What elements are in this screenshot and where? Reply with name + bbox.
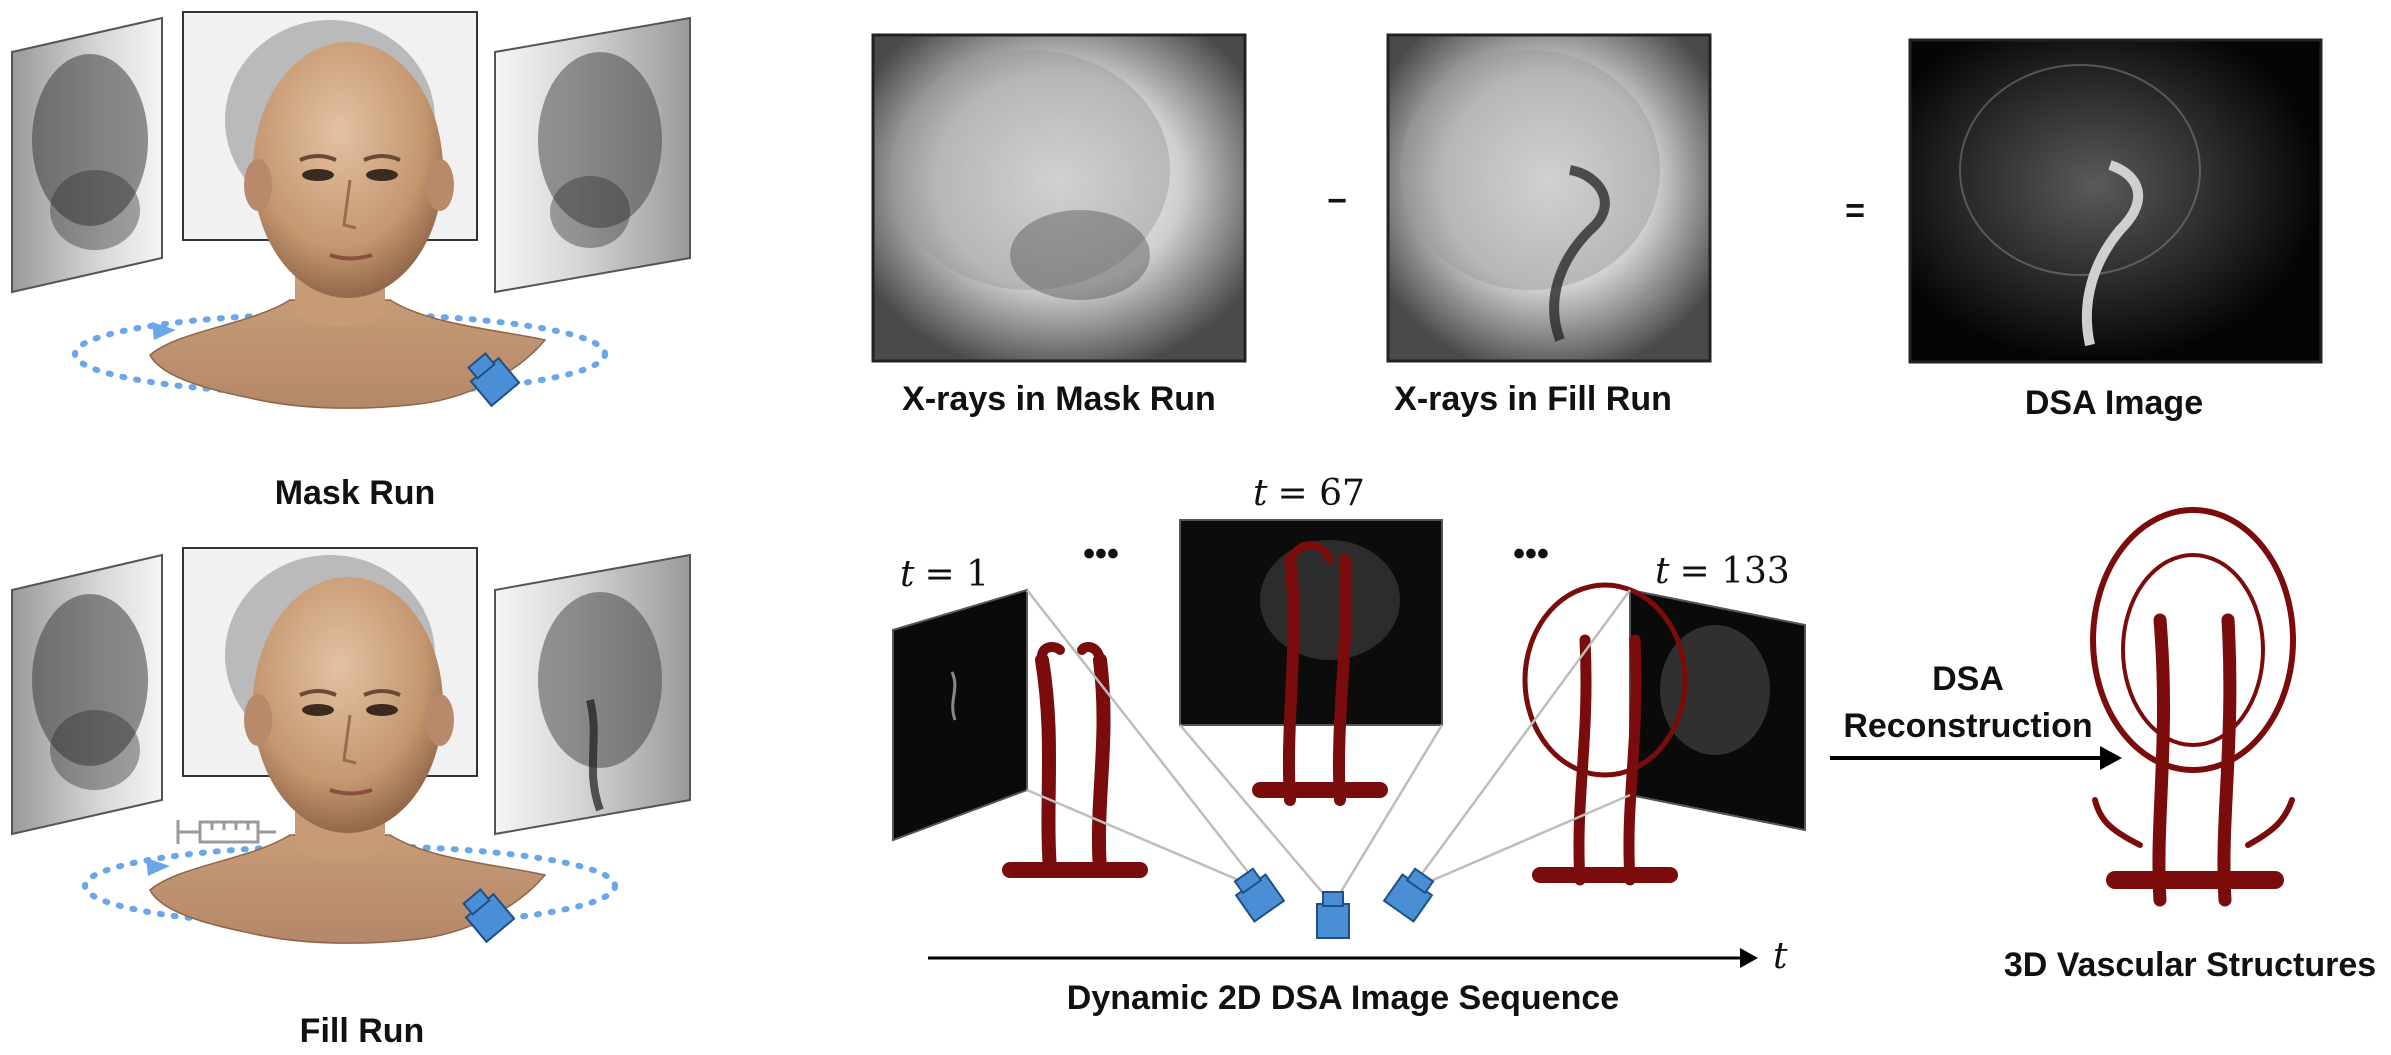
ellipsis-1: ••• [1083,535,1119,573]
ellipsis-2: ••• [1513,535,1549,573]
dsa-reconstruction-label-1: DSA [1932,660,2004,698]
vascular-structure-3d [2090,507,2296,907]
sequence-group: ••• ••• [892,473,1806,1017]
fill-orbit-path [82,843,618,929]
projection-lines [1026,589,1632,906]
frame-t133-vessels [1522,582,1688,886]
sequence-camera-icon-2 [1316,891,1350,939]
fill-right-xray [494,553,691,836]
syringe-icon [176,820,276,844]
minus-sign: − [1327,182,1347,220]
fill-run-label: Fill Run [300,1012,425,1050]
xray-fill-label: X-rays in Fill Run [1394,380,1672,418]
mask-orbit-path [72,311,608,397]
fill-orbit-arrow-icon [146,858,170,876]
arrow-right-icon [2100,746,2122,770]
frame-t67-label: t = 67 [1253,473,1365,514]
mask-run-label: Mask Run [275,474,436,512]
fill-c-arm-camera-icon [462,888,516,944]
dsa-image-label: DSA Image [2025,384,2203,422]
sequence-camera-icon-1 [1233,867,1286,923]
frame-t67-panel [1179,519,1443,726]
time-axis-arrow-icon [1740,948,1758,968]
mask-orbit-arrow-icon [152,322,176,340]
mask-head [244,42,454,298]
frame-t1-panel [892,588,1028,842]
xray-mask-panel [871,33,1247,363]
equals-sign: = [1845,192,1865,230]
dsa-reconstruction-label-2: Reconstruction [1843,707,2092,745]
fill-left-xray [11,553,163,836]
frame-t67-vessels [1252,541,1388,806]
fill-head [244,577,454,833]
mask-c-arm-camera-icon [467,352,521,408]
mask-right-xray [494,16,691,294]
mask-left-xray [11,16,163,294]
frame-t1-label: t = 1 [900,554,989,595]
xray-mask-label: X-rays in Mask Run [902,380,1216,418]
dsa-image-panel [1908,38,2323,364]
fill-run-group: Fill Run [11,547,691,1050]
time-axis-label: t [1773,936,1788,977]
sequence-label: Dynamic 2D DSA Image Sequence [1067,979,1619,1017]
frame-t133-label: t = 133 [1655,551,1790,592]
xray-fill-panel [1386,33,1712,363]
frame-t1-vessels [1002,642,1148,878]
frame-t133-panel [1629,588,1806,832]
vascular-label: 3D Vascular Structures [2004,946,2376,984]
sequence-camera-icon-3 [1382,867,1435,923]
mask-run-group: Mask Run [11,11,691,512]
